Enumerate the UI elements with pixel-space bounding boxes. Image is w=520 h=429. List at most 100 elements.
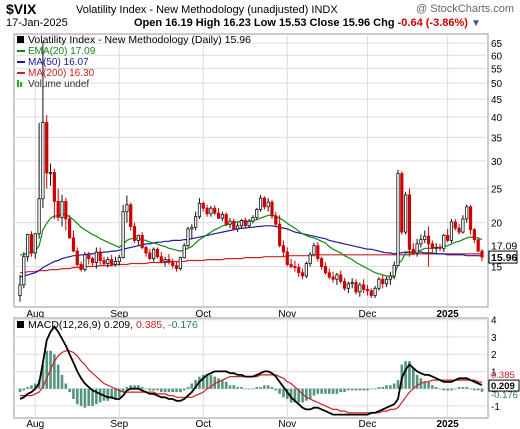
candle-body	[411, 248, 415, 254]
candle-body	[121, 211, 125, 259]
price-tick-label: 60	[491, 51, 503, 62]
candle-body	[190, 226, 194, 230]
macd-histogram-bar	[297, 388, 301, 403]
macd-histogram-bar	[308, 388, 312, 400]
macd-histogram-bar	[392, 383, 396, 389]
macd-histogram-bar	[358, 388, 362, 391]
macd-histogram-bar	[301, 388, 304, 403]
candle-body	[404, 194, 408, 233]
macd-histogram-bar	[312, 388, 316, 396]
macd-histogram-bar	[45, 350, 49, 389]
symbol: $VIX	[6, 1, 37, 17]
candle-body	[132, 226, 137, 241]
candle-body	[163, 259, 167, 262]
candle-body	[400, 173, 404, 233]
macd-histogram-bar	[83, 388, 87, 408]
price-tick-label: 20	[491, 219, 503, 230]
macd-histogram-bar	[140, 386, 144, 389]
candle-body	[224, 214, 228, 225]
candle-body	[381, 278, 385, 285]
candle-body	[174, 265, 179, 269]
candle-body	[37, 198, 41, 235]
price-tick-label: 35	[491, 133, 503, 144]
macd-signal-last: 0.385	[491, 370, 515, 381]
macd-tick-label: 1	[491, 367, 497, 378]
candle-body	[52, 172, 56, 202]
macd-histogram-bar	[137, 385, 140, 389]
macd-histogram-bar	[450, 388, 453, 391]
macd-histogram-bar	[289, 388, 293, 403]
macd-histogram-bar	[22, 388, 26, 391]
macd-histogram-bar	[194, 380, 197, 389]
candle-body	[129, 204, 133, 227]
macd-histogram-bar	[56, 364, 60, 389]
candle-body	[68, 218, 72, 239]
instrument-name: Volatility Index - New Methodology (unad…	[76, 4, 338, 16]
macd-histogram-bar	[343, 388, 346, 393]
candle-body	[94, 251, 98, 263]
candle-body	[384, 278, 389, 285]
candle-body	[106, 259, 110, 264]
macd-histogram-bar	[159, 388, 163, 393]
low-label: Low	[253, 17, 276, 29]
candle-body	[209, 207, 213, 215]
chevron-down-icon[interactable]: ▼	[471, 18, 481, 29]
candle-body	[178, 257, 182, 269]
macd-legend: MACD(12,26,9) 0.209, 0.385, -0.176	[28, 319, 198, 331]
candle-body	[148, 252, 152, 259]
price-tick-label: 30	[491, 157, 503, 168]
macd-histogram-bar	[129, 385, 133, 389]
macd-histogram-bar	[236, 386, 239, 389]
macd-histogram-bar	[217, 378, 220, 389]
macd-histogram-bar	[182, 388, 186, 391]
macd-histogram-bar	[278, 388, 281, 394]
macd-last-tag	[488, 379, 520, 392]
candle-body	[446, 234, 450, 241]
macd-histogram-bar	[369, 388, 373, 390]
candle-body	[373, 287, 377, 296]
macd-histogram-bar	[377, 386, 381, 389]
candle-body	[297, 267, 301, 274]
candle-body	[285, 251, 289, 265]
candle-body	[377, 278, 381, 289]
candle-body	[407, 194, 412, 250]
macd-line	[19, 325, 483, 416]
candle-body	[22, 256, 26, 286]
candle-body	[236, 225, 240, 230]
macd-legend-main: MACD(12,26,9) 0.209,	[28, 319, 136, 331]
candle-body	[262, 197, 266, 208]
macd-histogram-bar	[144, 388, 148, 390]
macd-legend-signal: 0.385	[136, 319, 162, 331]
macd-histogram-bar	[293, 388, 297, 403]
candle-body	[316, 245, 320, 259]
candle-body	[228, 220, 232, 225]
macd-legend-hist: , -0.176	[162, 319, 198, 331]
legend-ma200: MA(200) 16.30	[28, 68, 95, 79]
macd-histogram-bar	[156, 388, 159, 391]
macd-tick-label: -1	[491, 402, 500, 413]
macd-histogram-bar	[411, 368, 415, 389]
macd-histogram-bar	[114, 388, 117, 400]
macd-histogram-bar	[91, 388, 94, 406]
candle-body	[304, 263, 308, 277]
macd-histogram-bar	[354, 388, 358, 391]
macd-histogram-bar	[228, 385, 232, 389]
candle-body	[392, 265, 396, 277]
candle-body	[83, 254, 87, 270]
macd-x-tick-label: 2025	[437, 419, 460, 429]
candle-body	[354, 282, 358, 293]
candle-body	[396, 173, 400, 266]
x-tick-label: Sep	[110, 309, 128, 320]
macd-histogram-bar	[251, 388, 255, 390]
candle-body	[26, 234, 30, 258]
macd-histogram-bar	[224, 381, 228, 389]
high-value: 16.23	[223, 17, 251, 29]
legend-price: Volatility Index - New Methodology (Dail…	[28, 34, 251, 46]
candle-body	[98, 251, 102, 261]
macd-histogram-bar	[285, 388, 289, 400]
macd-histogram-bar	[60, 374, 64, 389]
macd-histogram-bar	[476, 388, 480, 391]
candle-body	[415, 243, 419, 254]
macd-histogram-bar	[347, 388, 350, 391]
